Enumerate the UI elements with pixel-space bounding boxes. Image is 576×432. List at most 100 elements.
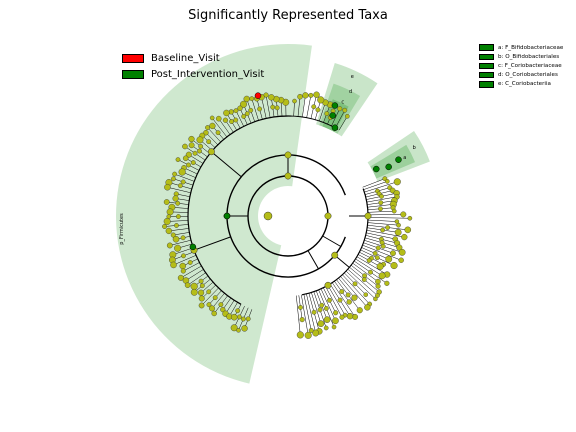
leaf-branch bbox=[338, 277, 355, 298]
internal-node bbox=[324, 111, 330, 116]
internal-node bbox=[380, 227, 386, 233]
clade-legend-item: a: F_Bifidobacteriaceae bbox=[479, 43, 563, 52]
inner-branch bbox=[307, 250, 319, 270]
inner-branch bbox=[193, 236, 231, 251]
leaf-branch bbox=[173, 255, 197, 266]
clade-sector-label: d bbox=[349, 89, 352, 95]
figure-title: Significantly Represented Taxa bbox=[188, 8, 388, 23]
leaf-node bbox=[180, 268, 186, 274]
leaf-node bbox=[384, 280, 390, 286]
leaf-node bbox=[222, 117, 229, 123]
leaf-branch bbox=[366, 232, 396, 240]
biomarker-node-post bbox=[223, 212, 231, 220]
internal-node bbox=[245, 316, 251, 322]
internal-node bbox=[198, 278, 204, 284]
leaf-node bbox=[317, 96, 325, 104]
leaf-node bbox=[323, 325, 329, 331]
leaf-node bbox=[190, 282, 198, 290]
leaf-node bbox=[237, 105, 243, 111]
leaf-branch bbox=[363, 181, 388, 190]
firmicutes-sector bbox=[115, 43, 312, 384]
internal-node bbox=[180, 235, 186, 241]
ring-family-left bbox=[187, 115, 292, 305]
leaf-branch bbox=[367, 210, 395, 213]
biomarker-node-post bbox=[331, 102, 339, 109]
leaf-node bbox=[230, 324, 238, 332]
internal-node bbox=[212, 295, 218, 301]
leaf-node bbox=[184, 282, 191, 288]
internal-node bbox=[339, 289, 345, 294]
leaf-node bbox=[373, 296, 378, 302]
clade-label: c: F_Coriobacteriaceae bbox=[498, 62, 562, 69]
ring-node bbox=[284, 172, 292, 180]
legend-swatch-baseline bbox=[122, 53, 144, 63]
leaf-node bbox=[352, 313, 359, 320]
internal-node bbox=[187, 260, 193, 265]
biomarker-node-post bbox=[331, 124, 339, 131]
biomarker-node-post bbox=[385, 163, 392, 171]
leaf-node bbox=[332, 317, 339, 325]
leaf-node bbox=[356, 307, 363, 314]
internal-node bbox=[215, 130, 221, 136]
leaf-branch bbox=[311, 292, 322, 324]
leaf-node bbox=[363, 292, 368, 297]
internal-node bbox=[186, 162, 191, 168]
leaf-branch bbox=[319, 102, 326, 122]
internal-node bbox=[198, 143, 204, 149]
leaf-node bbox=[163, 199, 170, 205]
leaf-node bbox=[390, 262, 398, 270]
leaf-branch bbox=[201, 287, 219, 306]
leaf-branch bbox=[211, 293, 225, 309]
internal-node bbox=[177, 183, 183, 189]
leaf-branch bbox=[367, 217, 410, 219]
internal-node bbox=[298, 305, 303, 310]
leaf-branch bbox=[362, 178, 385, 188]
leaf-branch bbox=[366, 230, 405, 238]
clade-legend-item: c: F_Coriobacteriaceae bbox=[479, 61, 563, 70]
leaf-branch bbox=[356, 256, 388, 275]
leaf-node bbox=[302, 92, 309, 99]
internal-node bbox=[380, 243, 386, 249]
leaf-node bbox=[400, 211, 407, 218]
leaf-node bbox=[209, 122, 216, 130]
leaf-node bbox=[185, 151, 192, 158]
leaf-node bbox=[313, 91, 320, 98]
leaf-node bbox=[346, 312, 354, 320]
leaf-node bbox=[171, 176, 176, 182]
leaf-branch bbox=[345, 270, 376, 300]
biomarker-node-post bbox=[329, 112, 336, 119]
clade-swatch bbox=[479, 53, 494, 61]
group-legend: Baseline_Visit Post_Intervention_Visit bbox=[122, 50, 264, 82]
leaf-branch bbox=[218, 118, 231, 135]
internal-node bbox=[190, 160, 196, 165]
inner-branch bbox=[322, 235, 342, 247]
leaf-branch bbox=[338, 116, 348, 131]
clade-legend-item: d: O_Coriobacteriales bbox=[479, 71, 563, 80]
leaf-node bbox=[177, 274, 184, 281]
leaf-branch bbox=[174, 173, 195, 182]
internal-node bbox=[218, 302, 224, 307]
leaf-branch bbox=[205, 132, 218, 145]
legend-item-baseline: Baseline_Visit bbox=[122, 50, 264, 66]
legend-swatch-post-intervention bbox=[122, 69, 144, 79]
clade-legend-item: e: C_Coriobacteriia bbox=[479, 80, 563, 89]
clade-legend: a: F_Bifidobacteriaceae b: O_Bifidobacte… bbox=[479, 43, 563, 89]
leaf-node bbox=[323, 316, 331, 323]
ring-node bbox=[207, 148, 215, 156]
leaf-branch bbox=[331, 108, 340, 127]
leaf-node bbox=[299, 317, 305, 323]
leaf-branch bbox=[235, 110, 244, 127]
internal-node bbox=[199, 283, 205, 289]
internal-node bbox=[372, 250, 378, 256]
leaf-node bbox=[364, 304, 371, 311]
internal-node bbox=[368, 269, 373, 275]
leaf-node bbox=[297, 93, 303, 100]
internal-node bbox=[317, 307, 323, 313]
leaf-node bbox=[172, 195, 179, 202]
clade-sector-a bbox=[370, 144, 416, 179]
internal-node bbox=[248, 107, 254, 113]
leaf-node bbox=[220, 306, 226, 313]
leaf-branch bbox=[296, 295, 301, 335]
